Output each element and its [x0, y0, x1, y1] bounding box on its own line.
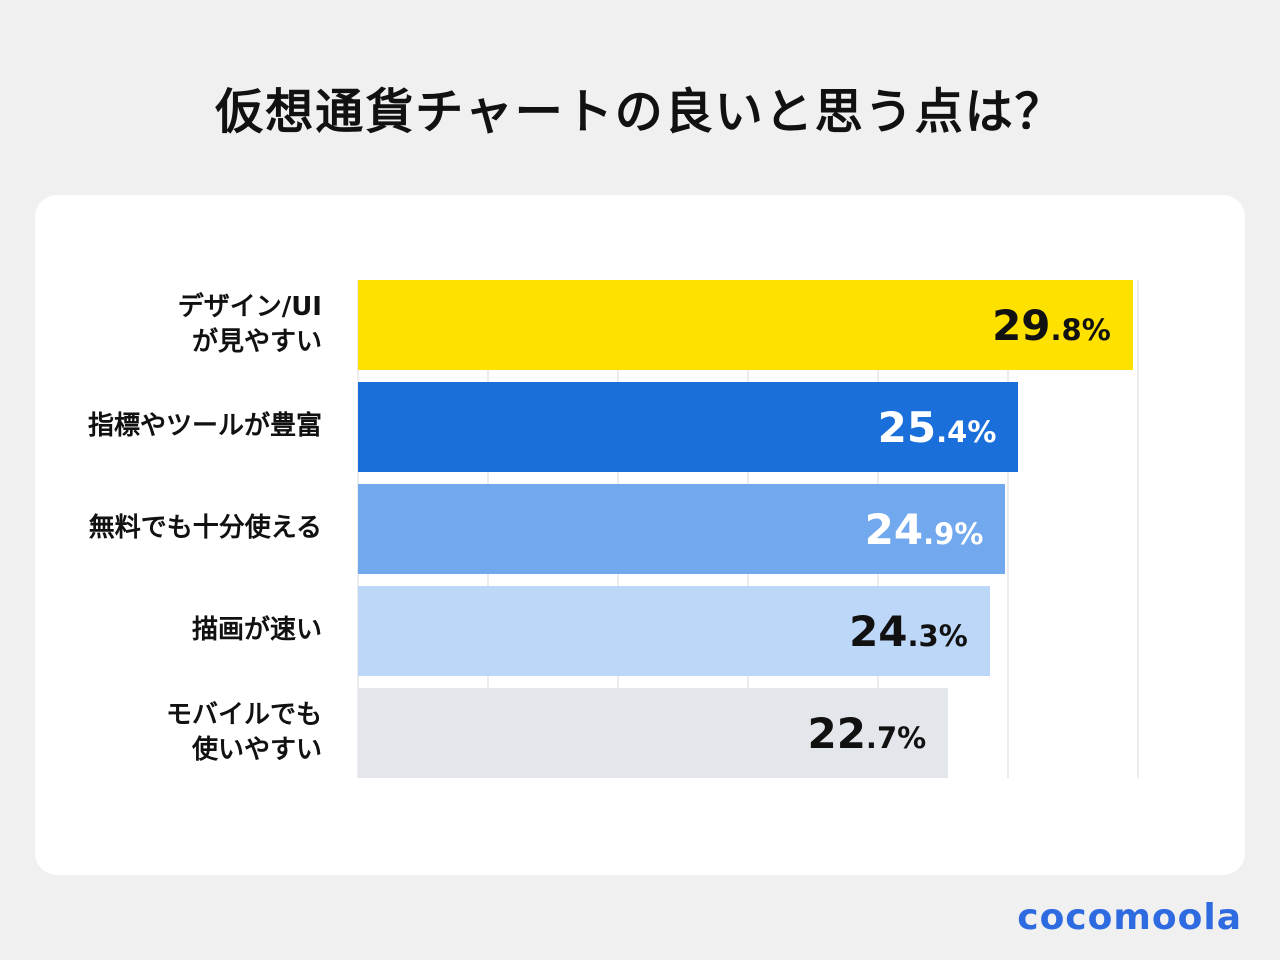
- bar-chart: デザイン/UI が見やすい 29.8% 指標やツールが豊富 25.4% 無料でも十分使える…: [35, 195, 1245, 875]
- bar-row: モバイルでも 使いやすい 22.7%: [35, 688, 1245, 778]
- bar-track: 24.9%: [358, 484, 1138, 574]
- bar-category-label: モバイルでも 使いやすい: [165, 699, 322, 765]
- bar: 25.4%: [358, 382, 1019, 472]
- chart-rows: デザイン/UI が見やすい 29.8% 指標やツールが豊富 25.4% 無料でも十分使える…: [35, 280, 1245, 778]
- bar-row: デザイン/UI が見やすい 29.8%: [35, 280, 1245, 370]
- bar-track: 24.3%: [358, 586, 1138, 676]
- bar-value-label: 25.4%: [877, 402, 997, 452]
- chart-card: デザイン/UI が見やすい 29.8% 指標やツールが豊富 25.4% 無料でも十分使える…: [35, 195, 1245, 875]
- bar-row: 描画が速い 24.3%: [35, 586, 1245, 676]
- bar: 24.9%: [358, 484, 1006, 574]
- bar-category-label: 無料でも十分使える: [88, 513, 322, 544]
- bar-value-label: 24.3%: [849, 606, 968, 656]
- bar-value-label: 24.9%: [864, 504, 984, 554]
- bar: 29.8%: [358, 280, 1133, 370]
- bar-row: 指標やツールが豊富 25.4%: [35, 382, 1245, 472]
- bar-row: 無料でも十分使える 24.9%: [35, 484, 1245, 574]
- bar-category-label: 描画が速い: [191, 615, 322, 646]
- bar-track: 22.7%: [358, 688, 1138, 778]
- bar: 24.3%: [358, 586, 990, 676]
- bar-track: 29.8%: [358, 280, 1138, 370]
- bar-value-label: 29.8%: [992, 300, 1111, 350]
- chart-title: 仮想通貨チャートの良いと思う点は？: [215, 84, 1065, 140]
- cocomoola-logo: cocomoola: [1017, 897, 1242, 938]
- bar-category-label: デザイン/UI が見やすい: [177, 291, 322, 357]
- bar-value-label: 22.7%: [807, 708, 927, 758]
- bar: 22.7%: [358, 688, 949, 778]
- bar-category-label: 指標やツールが豊富: [87, 411, 322, 442]
- bar-track: 25.4%: [358, 382, 1138, 472]
